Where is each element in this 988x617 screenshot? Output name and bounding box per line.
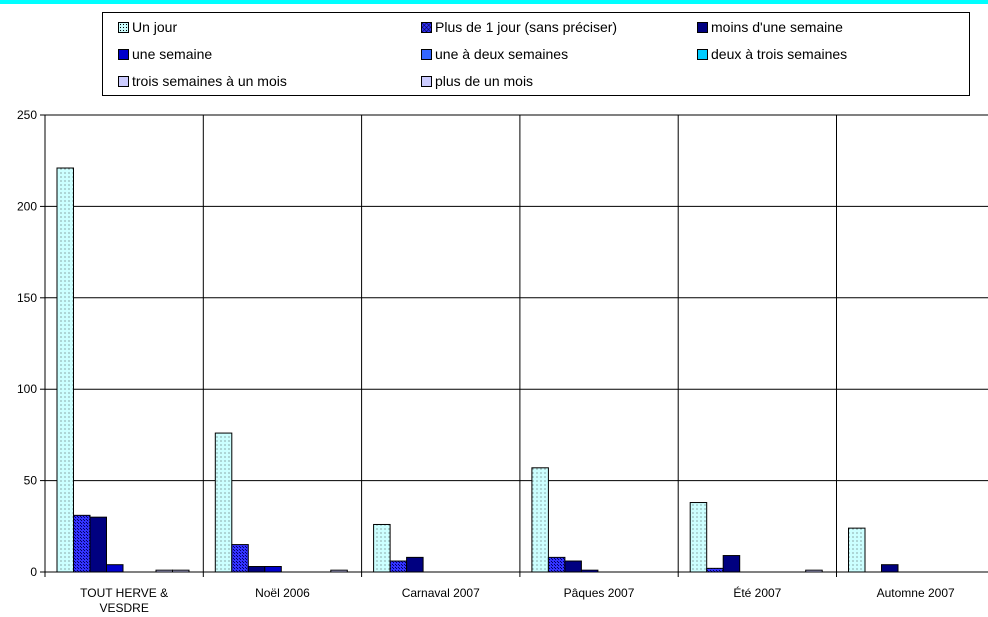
x-tick-label: Carnaval 2007 — [402, 586, 480, 600]
legend-item: deux à trois semaines — [697, 45, 847, 63]
bar — [231, 544, 249, 573]
legend-item: Plus de 1 jour (sans préciser) — [421, 18, 617, 36]
bar-chart: 0 50 100 150 200 250 TOUT HERVE &VESDRE Noël 20… — [17, 108, 988, 615]
legend-item: une à deux semaines — [421, 45, 568, 63]
bar — [264, 566, 282, 573]
top-accent-bar — [0, 0, 988, 4]
bar — [106, 564, 124, 573]
x-tick-label: Été 2007 — [733, 585, 781, 600]
bar — [805, 569, 823, 573]
y-tick-label: 50 — [24, 474, 38, 488]
legend-label: Un jour — [132, 19, 178, 35]
legend-item: Un jour — [118, 18, 177, 36]
bar — [848, 527, 866, 573]
bar — [373, 523, 391, 573]
bar — [73, 514, 91, 573]
bar — [531, 467, 549, 573]
legend-label: deux à trois semaines — [711, 46, 848, 62]
chart-legend: Un jour Plus de 1 jour (sans préciser) moi… — [102, 12, 970, 96]
bar — [389, 560, 408, 573]
y-tick-label: 250 — [17, 108, 37, 122]
legend-item: moins d'une semaine — [697, 18, 843, 36]
bar — [214, 432, 233, 573]
legend-item: trois semaines à un mois — [118, 72, 287, 90]
legend-swatch — [118, 21, 129, 33]
bar — [247, 566, 266, 573]
bar — [330, 569, 348, 573]
x-tick-label: Automne 2007 — [877, 586, 955, 600]
bar — [547, 556, 566, 573]
legend-label: une à deux semaines — [435, 46, 569, 62]
y-tick-label: 100 — [17, 382, 37, 396]
y-tick-label: 150 — [17, 291, 37, 305]
x-tick-label: Noël 2006 — [255, 586, 310, 600]
legend-item: plus de un mois — [421, 72, 533, 90]
bar — [89, 516, 107, 573]
legend-swatch — [421, 75, 432, 87]
x-tick-label: Pâques 2007 — [564, 586, 635, 600]
bar — [881, 564, 899, 573]
bar — [564, 560, 582, 573]
legend-swatch — [118, 48, 129, 60]
legend-swatch — [421, 21, 432, 33]
bar — [689, 502, 708, 573]
bar — [155, 569, 173, 573]
legend-label: trois semaines à un mois — [132, 73, 287, 89]
legend-swatch — [697, 21, 708, 33]
legend-swatch — [421, 48, 432, 60]
bar — [172, 569, 190, 573]
legend-label: une semaine — [132, 46, 213, 62]
legend-label: moins d'une semaine — [711, 19, 843, 35]
bar — [406, 556, 424, 573]
legend-label: Plus de 1 jour (sans préciser) — [435, 19, 618, 35]
y-tick-label: 0 — [30, 565, 37, 579]
bar — [722, 555, 741, 573]
legend-swatch — [118, 75, 129, 87]
legend-label: plus de un mois — [435, 73, 534, 89]
x-tick-label: VESDRE — [99, 601, 148, 615]
x-tick-label: TOUT HERVE & — [80, 586, 168, 600]
y-tick-label: 200 — [17, 199, 37, 213]
bar — [706, 567, 724, 573]
bar — [56, 167, 74, 573]
legend-swatch — [697, 48, 708, 60]
legend-item: une semaine — [118, 45, 212, 63]
bar — [580, 569, 599, 573]
